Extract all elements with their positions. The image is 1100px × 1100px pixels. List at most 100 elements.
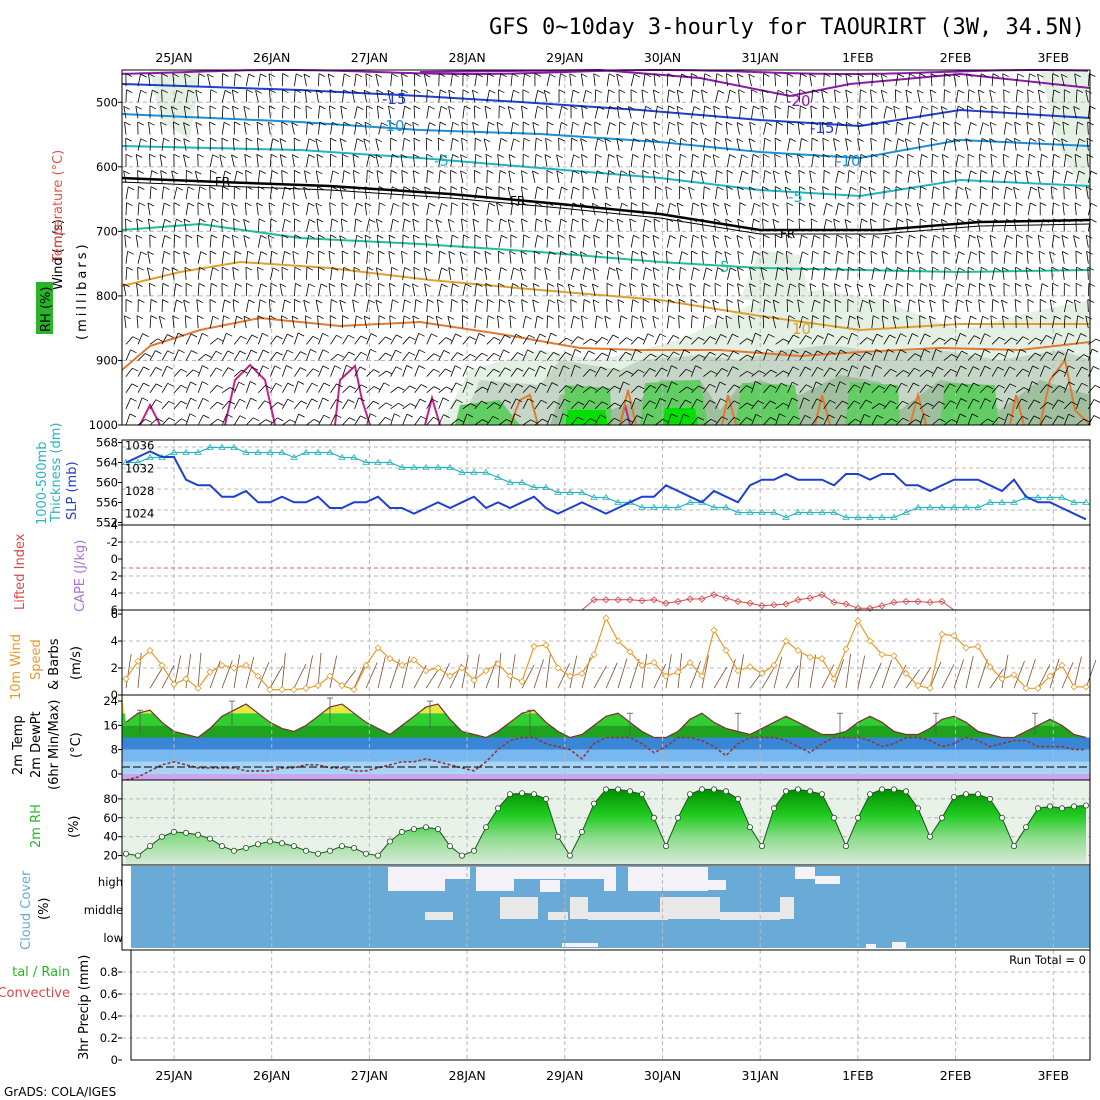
wind-barb (508, 154, 512, 167)
wind-barb (197, 398, 204, 410)
wind-barb (389, 121, 392, 135)
wind-barb (198, 283, 206, 287)
wind-barb (176, 89, 183, 94)
wind-barb (773, 170, 780, 175)
wind-barb (597, 218, 604, 223)
wind-barb (823, 203, 827, 216)
wind-barb (235, 283, 242, 287)
wind-barb (829, 350, 836, 355)
wind-barb (625, 351, 632, 356)
wind-barb (366, 299, 369, 313)
cloud-block (540, 880, 560, 892)
wind-barb (1075, 383, 1083, 393)
wind-barb (801, 138, 808, 142)
wind-barb (573, 154, 580, 159)
wind-barb (493, 368, 500, 373)
wind-barb (329, 105, 336, 110)
wind-barb (666, 315, 670, 329)
wind-barb (1008, 397, 1015, 402)
wind-barb (822, 186, 825, 200)
wind-barb (448, 218, 455, 223)
rh-point (579, 828, 586, 835)
wind-barb (580, 283, 587, 288)
wind-barb (778, 89, 785, 94)
wind-barb (412, 315, 419, 320)
tick-label: 552 (96, 516, 118, 530)
wind-barb (666, 413, 672, 426)
wind-barb (426, 386, 435, 394)
thickness-point (1010, 498, 1018, 505)
wind-barb (1075, 186, 1082, 190)
wind-barb (509, 654, 516, 689)
wind-barb (124, 315, 127, 329)
wind-barb (351, 89, 359, 94)
wind-barb (197, 652, 202, 689)
wind-barb (835, 73, 842, 77)
wind-barb (1075, 333, 1081, 345)
wind-barb (813, 154, 820, 158)
wind-barb (1014, 138, 1017, 151)
wind-barb (412, 283, 416, 296)
wind-barb (727, 90, 731, 103)
wind-barb (607, 218, 614, 223)
wind-barb (593, 235, 596, 248)
wind-barb (1027, 187, 1032, 200)
wind-barb (677, 121, 684, 126)
wind-barb (817, 335, 824, 339)
lifted-index-point (734, 597, 742, 606)
wind-barb (558, 266, 565, 271)
wind-barb (1061, 235, 1065, 248)
wind-barb (373, 369, 380, 373)
wind-barb (685, 399, 692, 404)
wind-barb (512, 121, 520, 126)
wind-barb (871, 349, 877, 361)
rh-point (675, 814, 682, 821)
wind-barb (1038, 122, 1041, 135)
wind-barb (1053, 218, 1061, 223)
wind-barb (402, 202, 410, 206)
wind-barb (630, 369, 639, 377)
wind-barb (550, 332, 557, 337)
wind-barb (616, 219, 620, 232)
thickness-point (362, 458, 370, 465)
wind-barb (364, 122, 367, 135)
wind-barb (238, 381, 245, 386)
wind-barb (787, 315, 790, 329)
wind-barb (641, 121, 648, 126)
wind-barb (641, 653, 648, 689)
wind-barb (236, 170, 244, 175)
wind-barb (1027, 202, 1031, 216)
wind-barb (291, 122, 298, 126)
wind-barb (1086, 186, 1093, 191)
wind-barb (617, 299, 620, 313)
wind-barb (614, 402, 621, 407)
wind-barb (467, 381, 474, 386)
wind-barb (353, 170, 360, 174)
wind-barb (183, 122, 187, 135)
date-label-top: 3FEB (1037, 50, 1069, 65)
wind-barb (589, 399, 596, 404)
wind-barb (448, 251, 452, 264)
wind-barb (1027, 154, 1030, 167)
wind-barb (826, 218, 833, 223)
wind-barb (751, 349, 757, 361)
wind-barb (292, 250, 299, 255)
wind-barb (987, 418, 994, 423)
wind-barb (533, 659, 544, 689)
wind-barb (588, 350, 595, 355)
wind-point (914, 681, 922, 690)
wind-barb (942, 234, 949, 239)
wind-barb (419, 349, 426, 354)
wind-barb (258, 419, 267, 426)
wind-barb (606, 402, 615, 410)
wind-barb (196, 234, 199, 248)
wind-barb (234, 121, 241, 126)
wind-barb (821, 664, 835, 689)
wind-barb (785, 251, 789, 264)
wind-barb (810, 105, 813, 119)
wind-barb (908, 266, 915, 271)
wind-barb (1041, 283, 1049, 287)
wind-barb (811, 89, 814, 103)
wind-barb (907, 333, 913, 345)
wind-barb (257, 267, 259, 280)
